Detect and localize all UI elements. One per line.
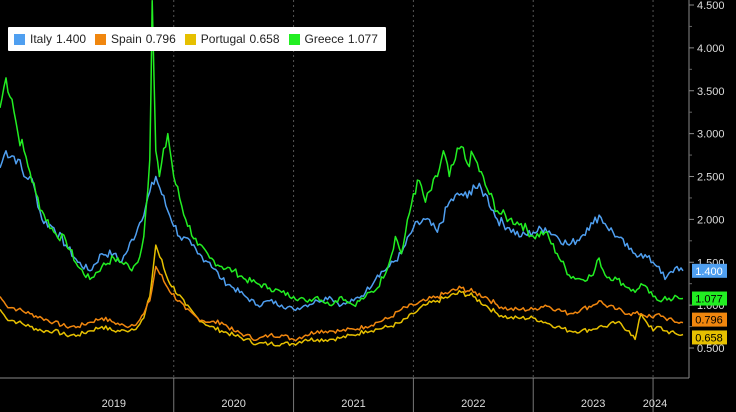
y-tick-label: 4.000 bbox=[697, 43, 725, 55]
legend-series-value: 1.077 bbox=[347, 32, 378, 46]
legend-item-portugal: Portugal 0.658 bbox=[184, 32, 280, 46]
y-tick-label: 2.000 bbox=[697, 214, 725, 226]
x-tick-label: 2021 bbox=[341, 398, 365, 410]
last-value-label-greece: 1.077 bbox=[695, 294, 723, 306]
legend: Italy 1.400 Spain 0.796 Portugal 0.658 Greece 1… bbox=[8, 27, 386, 51]
last-value-tag-portugal bbox=[692, 330, 727, 345]
legend-series-name: Greece bbox=[304, 32, 344, 46]
last-value-label-italy: 1.400 bbox=[695, 266, 723, 278]
legend-series-value: 0.796 bbox=[145, 32, 176, 46]
last-value-tag-spain bbox=[692, 312, 727, 327]
series-line-italy bbox=[0, 150, 684, 312]
legend-swatch bbox=[14, 33, 25, 45]
last-value-tag-italy bbox=[692, 263, 727, 278]
series-line-spain bbox=[0, 265, 684, 342]
last-value-tag-greece bbox=[692, 291, 727, 306]
series-line-portugal bbox=[0, 244, 684, 347]
y-tick-label: 0.500 bbox=[697, 343, 725, 355]
x-tick-label: 2023 bbox=[581, 398, 605, 410]
legend-swatch bbox=[95, 33, 107, 45]
y-tick-label: 3.500 bbox=[697, 86, 725, 98]
x-tick-label: 2022 bbox=[461, 398, 485, 410]
legend-series-name: Italy bbox=[30, 32, 53, 46]
x-tick-label: 2024 bbox=[643, 398, 667, 410]
y-tick-label: 3.000 bbox=[697, 129, 725, 141]
y-tick-label: 2.500 bbox=[697, 172, 725, 184]
legend-item-greece: Greece 1.077 bbox=[288, 32, 378, 46]
last-value-label-spain: 0.796 bbox=[695, 315, 723, 327]
legend-item-spain: Spain 0.796 bbox=[95, 32, 176, 46]
series-line-greece bbox=[0, 0, 684, 308]
legend-series-value: 1.400 bbox=[56, 32, 87, 46]
legend-series-name: Spain bbox=[111, 32, 142, 46]
x-tick-label: 2019 bbox=[102, 398, 126, 410]
legend-item-italy: Italy 1.400 bbox=[14, 32, 86, 46]
legend-swatch bbox=[288, 33, 300, 45]
last-value-label-portugal: 0.658 bbox=[695, 332, 723, 344]
legend-swatch bbox=[184, 33, 196, 45]
legend-series-value: 0.658 bbox=[249, 32, 280, 46]
x-tick-label: 2020 bbox=[221, 398, 245, 410]
y-tick-label: 4.500 bbox=[697, 0, 725, 12]
legend-series-name: Portugal bbox=[200, 32, 246, 46]
